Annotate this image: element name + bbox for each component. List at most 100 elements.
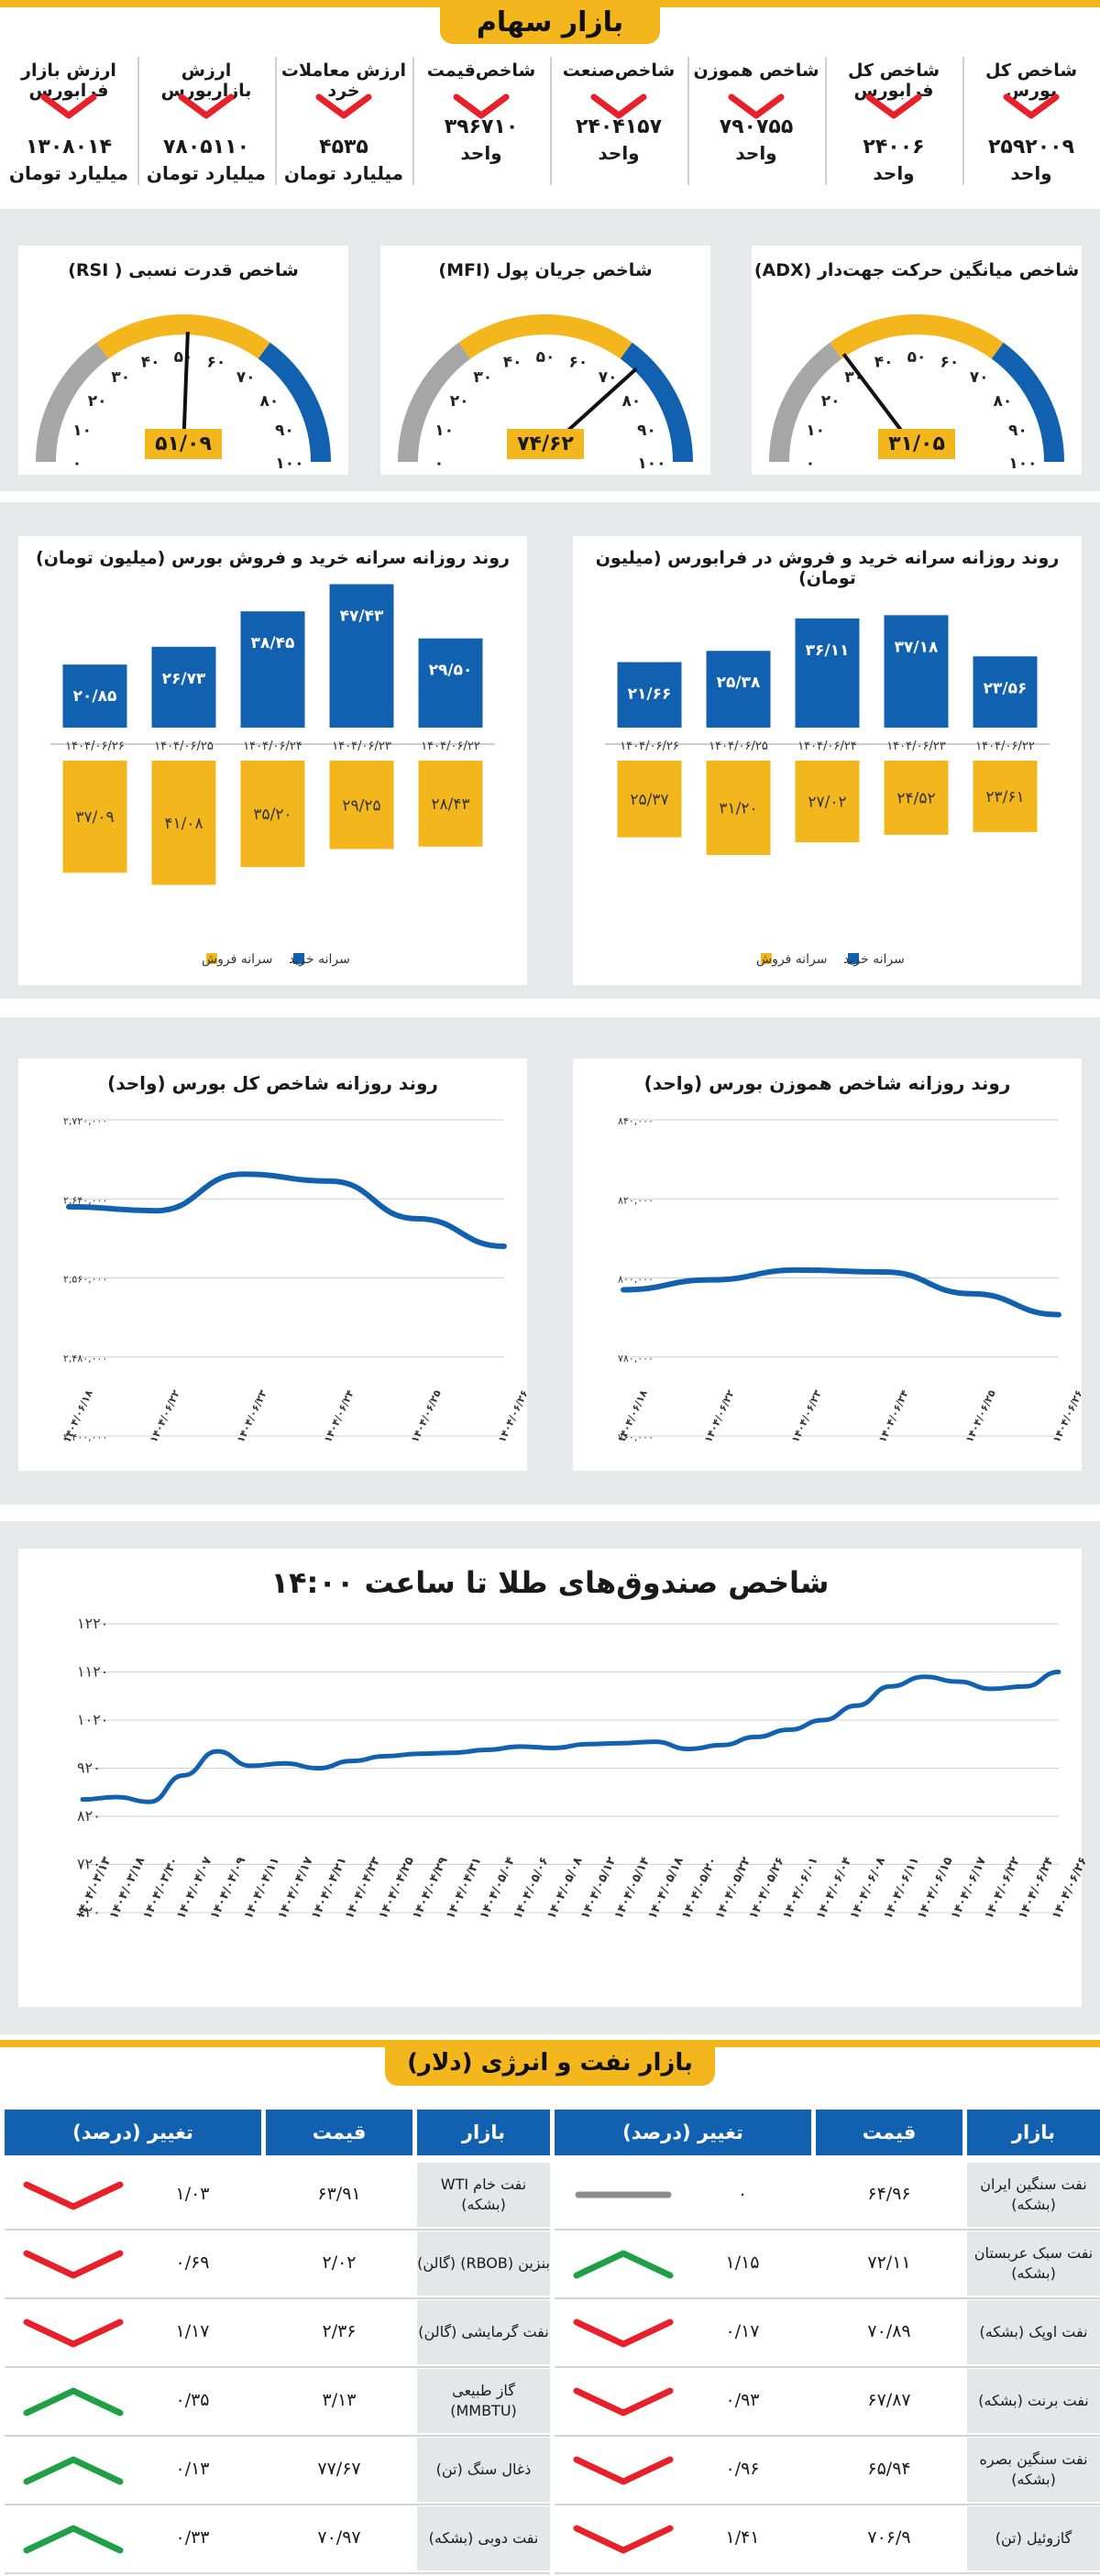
- bar-chart-title: روند روزانه سرانه خرید و فروش در فرابورس…: [595, 548, 1060, 588]
- data-point: [502, 1244, 506, 1248]
- market-name: نفت اوپک (بشکه): [967, 2300, 1100, 2364]
- legend-buy-swatch: [848, 953, 859, 964]
- y-tick-label: ۸۴۰,۰۰۰: [618, 1115, 654, 1127]
- gauge-zone-high: [620, 342, 693, 463]
- data-point: [796, 1268, 799, 1272]
- data-point: [316, 1767, 320, 1770]
- stock-market-title: بازار سهام: [440, 0, 660, 44]
- data-point: [81, 1798, 84, 1802]
- data-point: [182, 1773, 185, 1777]
- kpi-card: شاخص هموزن ۷۹۰۷۵۵ واحد: [688, 55, 825, 192]
- bar-buy-label: ۲۱/۶۶: [628, 685, 672, 704]
- table-header-change: تغییر (درصد): [5, 2110, 261, 2155]
- gauge-tick-label: ۱۰۰: [637, 455, 666, 473]
- gauge-tick-label: ۴۰: [874, 354, 894, 372]
- kpi-card: ارزش بازار فرابورس ۱۳۰۸۰۱۴ میلیارد تومان: [0, 55, 138, 192]
- data-point: [821, 1718, 825, 1722]
- gauge-tick-label: ۳۰: [111, 368, 130, 387]
- y-tick-label: ۱۲۲۰: [77, 1615, 108, 1632]
- chevron-up-icon: [23, 2525, 124, 2554]
- change-value: ۰/۹۳: [725, 2390, 760, 2411]
- change-value: ۰/۳۳: [175, 2527, 210, 2549]
- trend-icon-wrap: [14, 2248, 124, 2285]
- market-name: گاز طبیعی (MMBTU): [417, 2369, 550, 2433]
- row-divider: [5, 2366, 550, 2368]
- bar-sell-label: ۳۱/۲۰: [719, 799, 757, 817]
- bar-category-label: ۱۴۰۴/۰۶/۲۲: [421, 740, 480, 753]
- kpi-title: شاخص هموزن: [693, 60, 820, 81]
- gauge-value: ۷۴/۶۲: [507, 429, 584, 459]
- legend-buy-label: سرانه خرید: [289, 952, 350, 967]
- y-tick-label: ۸۲۰: [77, 1807, 101, 1825]
- bar-buy: [973, 656, 1038, 728]
- data-point: [67, 1205, 71, 1209]
- gauge-tick-label: ۱۰۰: [1008, 455, 1037, 473]
- y-tick-label: ۱۱۲۰: [77, 1663, 108, 1681]
- data-point: [148, 1800, 151, 1803]
- bar-sell-label: ۳۷/۰۹: [75, 808, 114, 827]
- kpi-card: ارزش بازاربورس ۷۸۰۵۱۱۰ میلیارد تومان: [138, 55, 275, 192]
- data-point: [1057, 1313, 1061, 1317]
- row-divider: [555, 2504, 1100, 2505]
- change-value: ۰: [737, 2184, 748, 2205]
- kpi-unit: میلیارد تومان: [283, 162, 404, 184]
- kpi-unit: واحد: [873, 162, 915, 184]
- gauge-tick-label: ۲۰: [450, 392, 469, 411]
- data-point: [328, 1179, 332, 1183]
- kpi-unit: واحد: [735, 142, 777, 164]
- kpi-trend-wrap: [590, 92, 647, 123]
- trend-icon-wrap: [564, 2179, 674, 2216]
- change-value: ۱/۱۷: [175, 2321, 210, 2342]
- data-point: [622, 1288, 625, 1291]
- kpi-value: ۲۴۰۴۱۵۷: [576, 115, 662, 138]
- gold-chart-title: شاخص صندوق‌های طلا تا ساعت ۱۴:۰۰: [270, 1565, 830, 1600]
- line-panel-hamvazn: [573, 1058, 1082, 1471]
- y-tick-label: ۲,۴۸۰,۰۰۰: [63, 1353, 107, 1365]
- bar-sell-label: ۲۷/۰۲: [808, 794, 846, 812]
- chevron-down-icon: [573, 2456, 674, 2485]
- gauge-tick-label: ۲۰: [88, 392, 107, 411]
- market-name: نفت گرمایشی (گالن): [417, 2300, 550, 2364]
- data-point: [415, 1217, 419, 1221]
- gauge-zone-high: [258, 342, 331, 463]
- bar-buy: [151, 646, 216, 728]
- kpi-unit: واحد: [460, 142, 502, 164]
- y-tick-label: ۲,۵۶۰,۰۰۰: [63, 1274, 107, 1286]
- kpi-trend-wrap: [178, 92, 235, 123]
- data-point: [990, 1687, 994, 1691]
- change-value: ۱/۰۳: [175, 2184, 210, 2205]
- market-name: نفت خام WTI (بشکه): [417, 2163, 550, 2227]
- bar-buy-label: ۳۸/۴۵: [251, 634, 295, 652]
- y-tick-label: ۲,۷۲۰,۰۰۰: [63, 1115, 107, 1127]
- kpi-trend-wrap: [315, 92, 372, 123]
- data-point: [1057, 1671, 1061, 1673]
- kpi-trend-wrap: [865, 92, 922, 123]
- data-point: [956, 1680, 960, 1683]
- trend-icon-wrap: [14, 2454, 124, 2491]
- bar-category-label: ۱۴۰۴/۰۶/۲۳: [886, 740, 946, 753]
- data-point: [552, 1746, 556, 1749]
- line-chart-title: روند روزانه شاخص هموزن بورس (واحد): [644, 1072, 1011, 1094]
- price-value: ۶۷/۸۷: [867, 2390, 911, 2411]
- market-name: نفت سنگین بصره (بشکه): [967, 2438, 1100, 2502]
- price-value: ۶۴/۹۶: [867, 2184, 911, 2205]
- chevron-up-icon: [23, 2456, 124, 2485]
- gauge-tick-label: ۰: [72, 455, 82, 473]
- kpi-card: شاخص کل بورس ۲۵۹۲۰۰۹ واحد: [962, 55, 1100, 192]
- kpi-trend-wrap: [40, 92, 97, 123]
- kpi-value: ۲۴۰۰۶: [863, 136, 925, 159]
- bar-buy-label: ۲۶/۷۳: [162, 670, 206, 688]
- gauge-tick-label: ۳۰: [473, 368, 492, 387]
- kpi-card: شاخص‌قیمت ۳۹۶۷۱۰ واحد: [412, 55, 550, 192]
- chevron-down-icon: [573, 2318, 674, 2348]
- gauge-value: ۳۱/۰۵: [878, 429, 955, 459]
- bar-sell-label: ۳۵/۲۰: [253, 806, 292, 824]
- market-name: نفت دوبی (بشکه): [417, 2506, 550, 2571]
- table-header-market: بازار: [417, 2110, 550, 2155]
- chevron-down-icon: [23, 2318, 124, 2348]
- bar-buy: [617, 662, 682, 728]
- y-tick-label: ۲,۶۴۰,۰۰۰: [63, 1194, 107, 1206]
- chevron-down-icon: [23, 2181, 124, 2210]
- bar-category-label: ۱۴۰۴/۰۶/۲۳: [332, 740, 391, 753]
